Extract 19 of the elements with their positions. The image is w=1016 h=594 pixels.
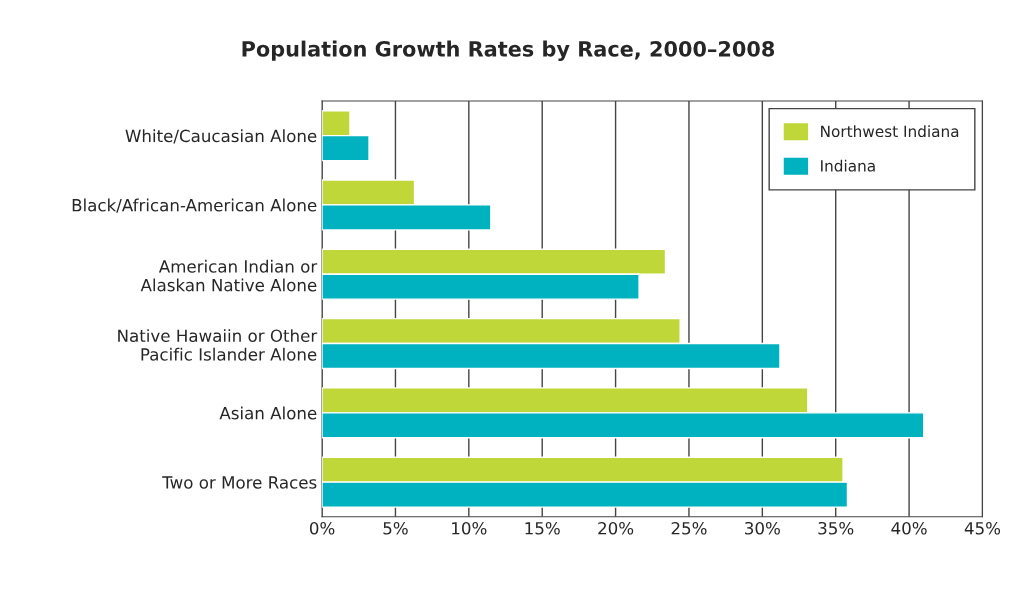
x-tick-label: 40% bbox=[891, 521, 927, 535]
x-tick-label: 25% bbox=[671, 521, 707, 535]
x-tick-label: 0% bbox=[309, 521, 335, 535]
x-tick-label: 5% bbox=[383, 521, 408, 535]
y-tick-label: American Indian or Alaskan Native Alone bbox=[140, 259, 318, 292]
y-tick-label: Two or More Races bbox=[162, 476, 317, 489]
y-tick-label: Native Hawaiin or Other Pacific Islander Alone bbox=[118, 329, 318, 361]
y-tick-label: Asian Alone bbox=[219, 406, 317, 420]
x-tick-label: 30% bbox=[745, 521, 780, 535]
y-tick-label: Black/African-American Alone bbox=[72, 198, 317, 213]
y-tick-label: White/Caucasian Alone bbox=[125, 129, 317, 144]
legend-label: Northwest Indiana bbox=[821, 125, 959, 138]
x-tick-label: 15% bbox=[525, 521, 560, 535]
x-tick-label: 35% bbox=[818, 521, 854, 535]
x-tick-label: 45% bbox=[964, 521, 1001, 535]
x-tick-label: 20% bbox=[598, 521, 634, 535]
chart-title: Population Growth Rates by Race, 2000–2008 bbox=[242, 40, 775, 61]
legend-label: Indiana bbox=[821, 159, 875, 172]
x-tick-label: 10% bbox=[452, 521, 487, 535]
